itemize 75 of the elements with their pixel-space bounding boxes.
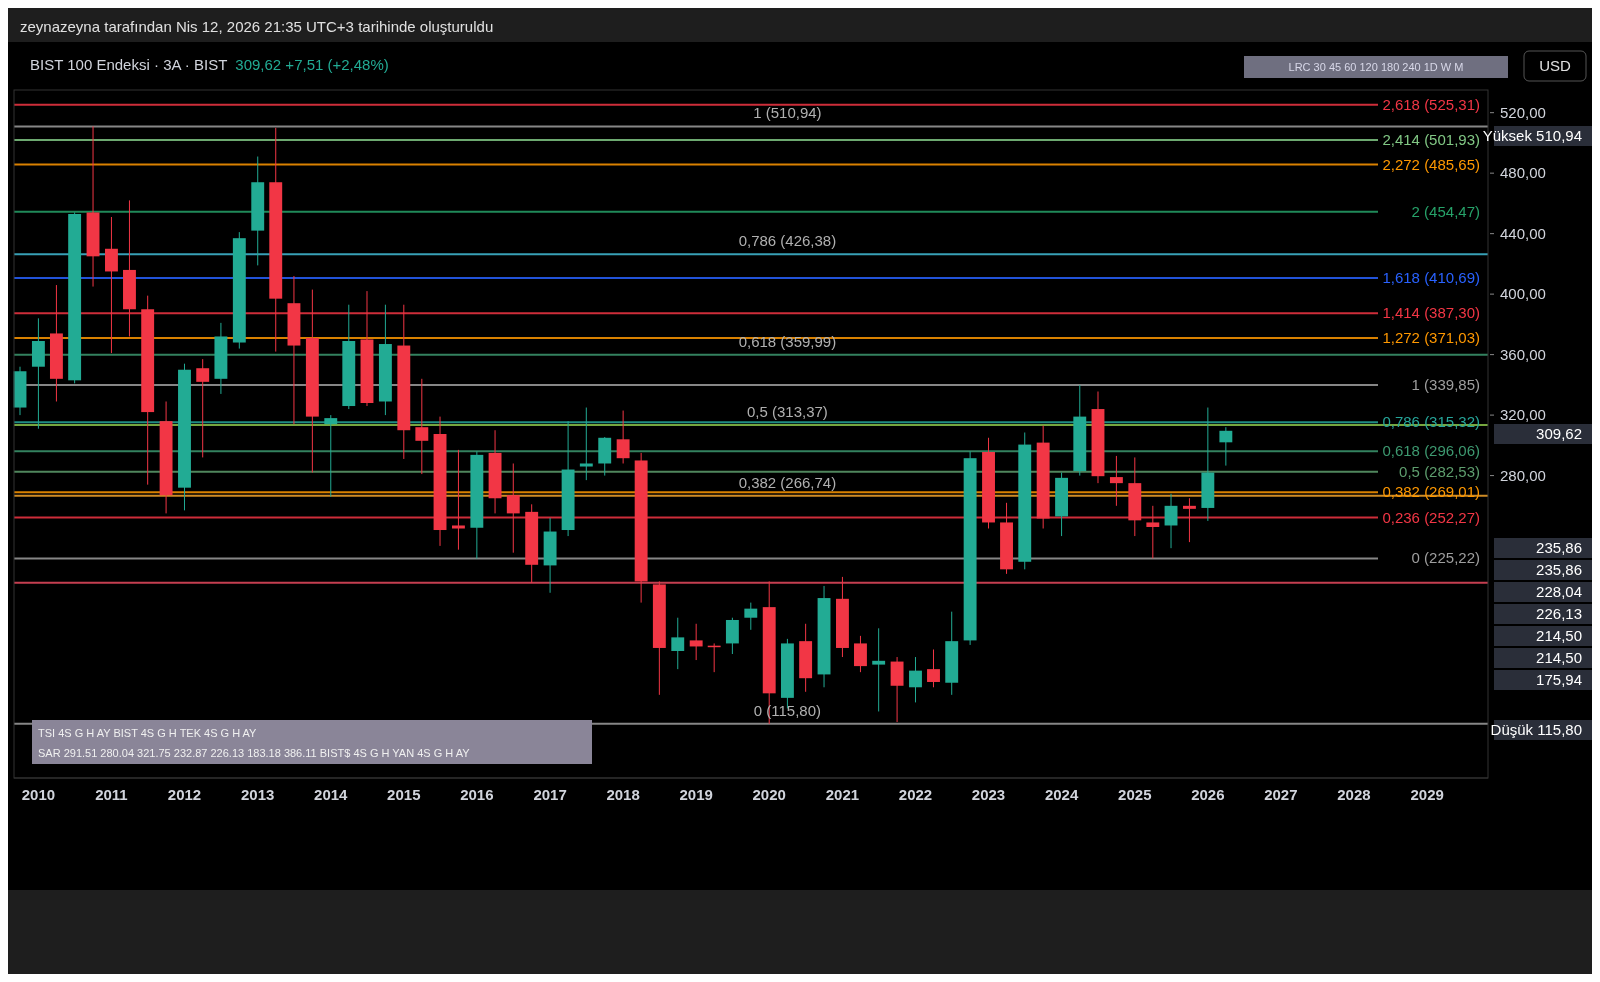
ref-line-label: 1 (339,85) [1411,376,1480,394]
candlestick [744,602,758,631]
text: 228,04 [1536,583,1582,600]
x-tick-label: 2025 [1118,786,1152,803]
annotation: 0,786 (426,38) [738,232,837,250]
x-tick-label: 2019 [679,786,713,803]
x-tick-label: 2022 [898,786,933,803]
x-tick-label: 2012 [167,786,202,803]
x-tick-label: 2018 [606,786,640,803]
text: Düşük 115,80 [1490,721,1582,738]
candlestick [1164,493,1178,549]
y-tick-label: 400,00 [1500,285,1546,303]
y-tick-label: 440,00 [1500,224,1546,242]
annotation: TSI 4S G H AY BIST 4S G H TEK 4S G H AY [38,727,258,739]
text: LRC 30 45 60 120 180 240 1D W M [1288,61,1464,73]
x-tick-label: 2027 [1264,786,1298,803]
candlestick [854,635,867,673]
x-tick-label: 2016 [460,786,494,803]
candlestick [415,378,429,475]
x-tick-label: 2011 [95,786,128,803]
candlestick [196,358,210,458]
text: 235,86 [1536,561,1582,578]
x-tick-label: 2024 [1044,786,1079,803]
x-tick-label: 2023 [971,786,1006,803]
ref-line-label: 0 (225,22) [1411,549,1480,567]
x-tick-label: 2015 [387,786,421,803]
x-tick-label: 2020 [752,786,786,803]
candlestick [616,410,630,464]
ref-line-label: 2,414 (501,93) [1382,131,1480,148]
text: 214,50 [1536,627,1582,644]
x-tick-label: 2013 [241,786,275,803]
ref-line-label: 0,5 (282,53) [1399,462,1480,480]
x-tick-label: 2017 [533,786,567,803]
ref-line-label: 1,272 (371,03) [1382,328,1480,346]
y-tick-label: 480,00 [1500,164,1546,182]
y-tick-label: 320,00 [1500,406,1546,424]
x-tick-label: 2014 [314,786,349,803]
ref-line-label: 2,618 (525,31) [1382,95,1480,113]
annotation: 0,5 (313,37) [746,403,828,421]
chart-title: BIST 100 Endeksi · 3A · BIST [30,56,228,73]
annotation: Yüksek 510,94 [1482,127,1582,144]
x-tick-label: 2028 [1337,786,1371,803]
text: 214,50 [1536,649,1582,666]
x-tick-label: 2029 [1410,786,1444,803]
ref-line-label: 1,414 (387,30) [1382,304,1480,322]
y-tick-label: 360,00 [1500,345,1546,363]
candlestick [689,623,703,661]
ref-line-label: 2,272 (485,65) [1382,155,1480,173]
y-tick-label: 280,00 [1500,466,1546,484]
text: 309,62 [1536,425,1582,442]
ref-line-label: 1,618 (410,69) [1382,268,1480,286]
annotation: 1 (510,94) [753,104,822,122]
text: 175,94 [1536,671,1582,688]
candlestick [927,648,940,688]
candlestick [1219,426,1233,467]
x-tick-label: 2026 [1191,786,1225,803]
annotation: 0,382 (266,74) [738,473,837,491]
candlestick [909,656,922,703]
ref-line-label: 0,236 (252,27) [1382,508,1480,526]
x-tick-label: 2010 [21,786,56,803]
candlestick [872,627,886,712]
indicator-table: TSI 4S G H AY BIST 4S G H TEK 4S G H AY SAR 291.51 280.04 321.75 232.87 226.13 183.18 386.11 BIST$ 4S G H YAN 4S G H AY [32,720,592,764]
text: zeynazeyna tarafından Nis 12, 2026 21:35 UTC+3 tarihinde oluşturuldu [20,18,494,35]
ref-line-label: 0,618 (296,06) [1382,442,1480,460]
chart-subtitle: 309,62 +7,51 (+2,48%) [235,56,389,73]
text: 226,13 [1536,605,1582,622]
candlestick [725,617,739,655]
text: USD [1539,57,1571,74]
y-tick-label: 520,00 [1500,103,1546,121]
candlestick [1109,455,1123,507]
annotation: SAR 291.51 280.04 321.75 232.87 226.13 183.18 386.11 BIST$ 4S G H YAN 4S G H AY [38,747,471,759]
text: 235,86 [1536,539,1582,556]
x-tick-label: 2021 [825,786,860,803]
candlestick [671,617,685,670]
ref-line-label: 2 (454,47) [1411,202,1480,220]
